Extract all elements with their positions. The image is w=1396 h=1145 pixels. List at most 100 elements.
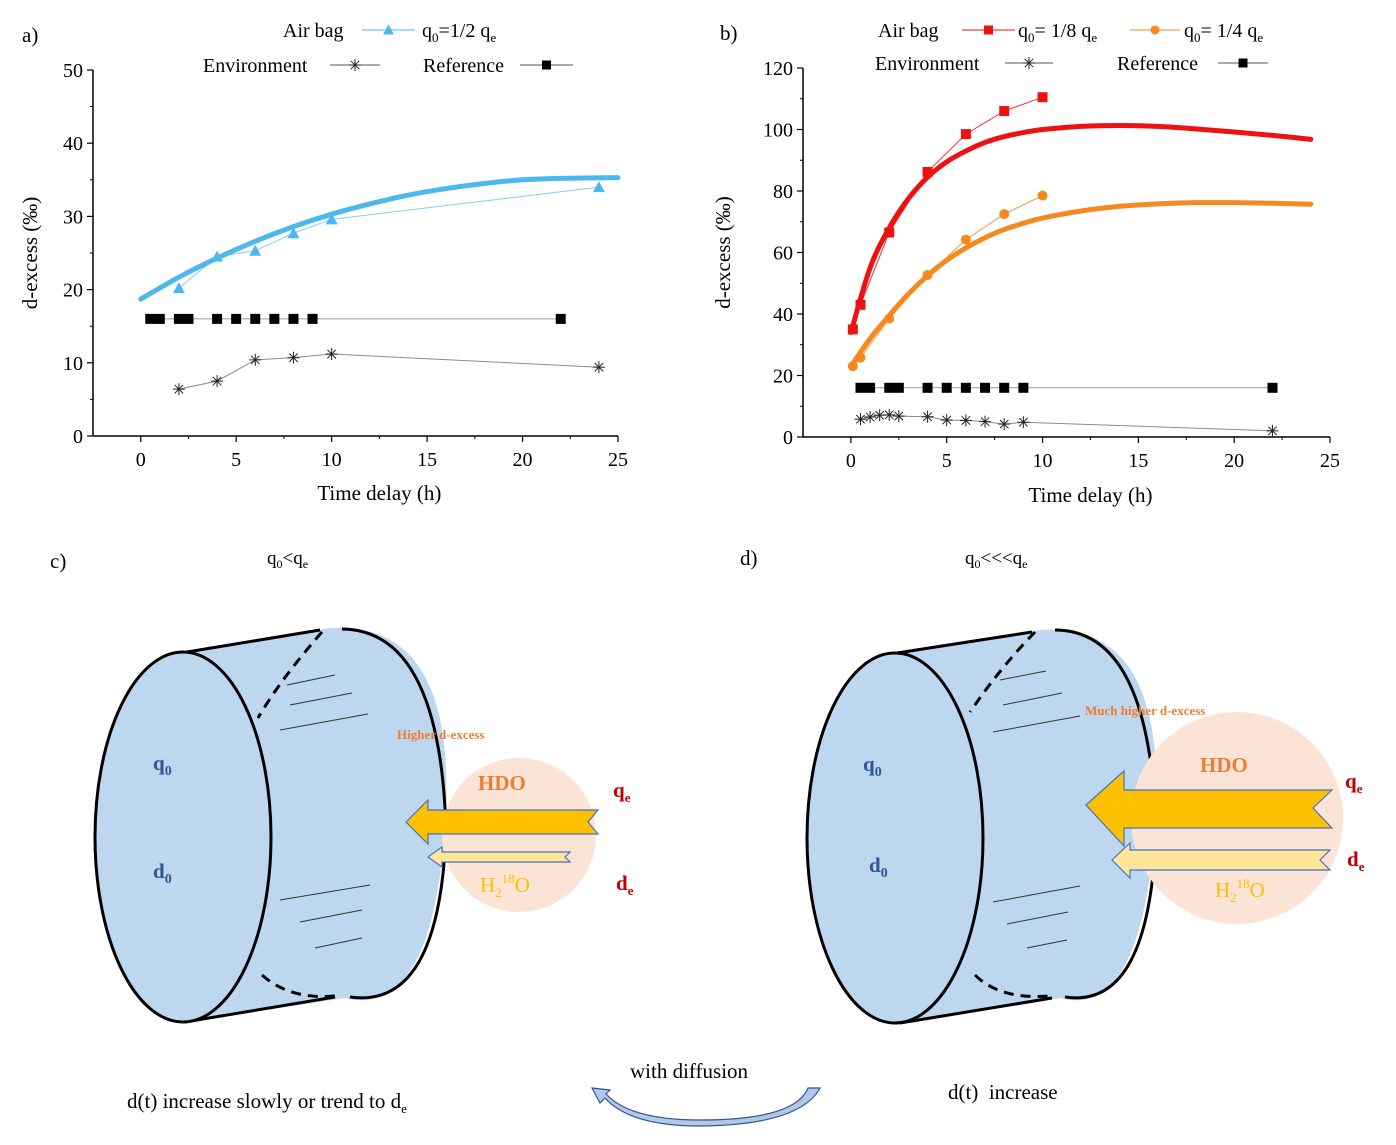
data-point (173, 313, 184, 324)
plot-area-b (847, 92, 1314, 437)
panel-label-c: c) (50, 549, 66, 573)
h218o-arrow-d (1111, 841, 1332, 880)
x-tick-label: 0 (846, 450, 856, 472)
series-line (178, 186, 599, 289)
qe-label-d: qe (1345, 769, 1363, 796)
data-point (287, 351, 300, 364)
data-point (922, 166, 933, 177)
legend-marker (542, 60, 551, 70)
legend-marker (383, 24, 394, 35)
d0-label-c: d0 (153, 859, 172, 887)
panel-label-a: a) (22, 23, 38, 47)
data-point (1267, 382, 1278, 393)
data-point (883, 408, 896, 421)
data-point (980, 382, 991, 393)
data-point (249, 244, 262, 256)
axes-b: 0 20 40 60 80 100 120 0 5 10 15 20 25 Time delay (h) d… (711, 58, 1340, 507)
legend-marker (1023, 57, 1035, 69)
data-point (999, 106, 1010, 117)
series-environment (854, 408, 1279, 437)
data-point (287, 227, 300, 239)
legend-series-label: q0= 1/4 qe (1184, 20, 1263, 45)
diagram-d: d) q0<<<qe q0 d0 Much higher d-excess HD… (740, 546, 1365, 1104)
x-tick-label: 10 (1033, 450, 1053, 472)
diagram-c: c) q0<qe q0 d0 Higher d-excess HDO H218O… (50, 548, 634, 1116)
data-point (1018, 382, 1029, 393)
de-label-c: de (616, 871, 634, 898)
legend-label: Environment (875, 53, 980, 75)
data-point (288, 313, 299, 324)
hdo-arrow-d (1085, 769, 1334, 848)
y-tick-label: 100 (763, 120, 793, 142)
data-point (999, 382, 1010, 393)
data-point (864, 411, 877, 424)
x-axis-label: Time delay (h) (317, 481, 441, 505)
legend-label: Environment (203, 55, 308, 77)
data-point (145, 313, 156, 324)
data-point (212, 313, 223, 324)
series-reference (855, 382, 1278, 393)
data-point (960, 382, 971, 393)
chart-panel-a: a) 0 10 20 30 40 50 0 5 10 15 20 25 Time delay (h) d-… (18, 20, 628, 505)
data-point (325, 213, 338, 225)
legend-marker (1150, 25, 1160, 35)
data-point (1037, 190, 1048, 201)
de-label-d: de (1347, 847, 1365, 874)
y-tick-label: 20 (773, 366, 793, 388)
panel-label-d: d) (740, 546, 758, 570)
hdo-label-d: HDO (1200, 753, 1248, 777)
series-q0-1-8-qe (847, 92, 1048, 335)
x-tick-label: 15 (1128, 450, 1148, 472)
legend-series-label: q0=1/2 qe (422, 20, 496, 45)
legend-series-label: q0= 1/8 qe (1018, 20, 1097, 45)
h218o-arrow-c (426, 845, 572, 869)
curved-arrow-icon (590, 1087, 822, 1127)
data-point (231, 313, 242, 324)
y-tick-label: 0 (783, 427, 793, 449)
data-point (884, 382, 895, 393)
x-tick-label: 25 (1320, 450, 1340, 472)
y-tick-label: 10 (63, 353, 83, 375)
legend-title: Air bag (283, 20, 344, 42)
data-point (960, 129, 971, 140)
note-d: Much higher d-excess (1085, 703, 1205, 718)
data-point (941, 382, 952, 393)
data-point (1017, 416, 1030, 429)
data-point (154, 313, 165, 324)
condition-c: q0<qe (267, 548, 308, 571)
data-point (592, 361, 605, 374)
q0-label-c: q0 (153, 751, 172, 779)
x-axis-label: Time delay (h) (1028, 483, 1152, 507)
transition-label: with diffusion (630, 1059, 749, 1083)
data-point (250, 313, 261, 324)
data-point (979, 415, 992, 428)
legend-a: Air bag q0=1/2 qe Environment Reference (203, 20, 573, 77)
series-line (852, 195, 1043, 367)
h218o-label-d: H218O (1215, 876, 1265, 905)
hdo-label-c: HDO (478, 771, 526, 795)
note-c: Higher d-excess (397, 727, 485, 742)
legend-marker (1238, 58, 1248, 68)
axes-a: 0 10 20 30 40 50 0 5 10 15 20 25 Time delay (h) d-exc… (18, 60, 628, 505)
data-point (855, 382, 866, 393)
y-axis-label: d-excess (‰) (18, 197, 42, 310)
legend-b: Air bag q0= 1/8 qe q0= 1/4 qe Environment Re… (875, 20, 1268, 75)
d0-label-d: d0 (869, 853, 888, 881)
cylinder-c (93, 627, 448, 1024)
y-tick-label: 120 (763, 58, 793, 80)
y-tick-label: 20 (63, 280, 83, 302)
y-tick-label: 40 (773, 304, 793, 326)
data-point (555, 313, 566, 324)
fit-curve (848, 123, 1314, 335)
fit-curve (848, 200, 1314, 369)
data-point (893, 382, 904, 393)
data-point (960, 234, 971, 245)
series-reference (145, 313, 566, 324)
y-axis-label: d-excess (‰) (711, 196, 735, 309)
fit-curve (138, 175, 621, 302)
x-tick-label: 10 (322, 449, 342, 471)
legend-label: Reference (423, 55, 504, 77)
caption-c: d(t) increase slowly or trend to de (127, 1089, 407, 1116)
x-tick-label: 5 (942, 450, 952, 472)
